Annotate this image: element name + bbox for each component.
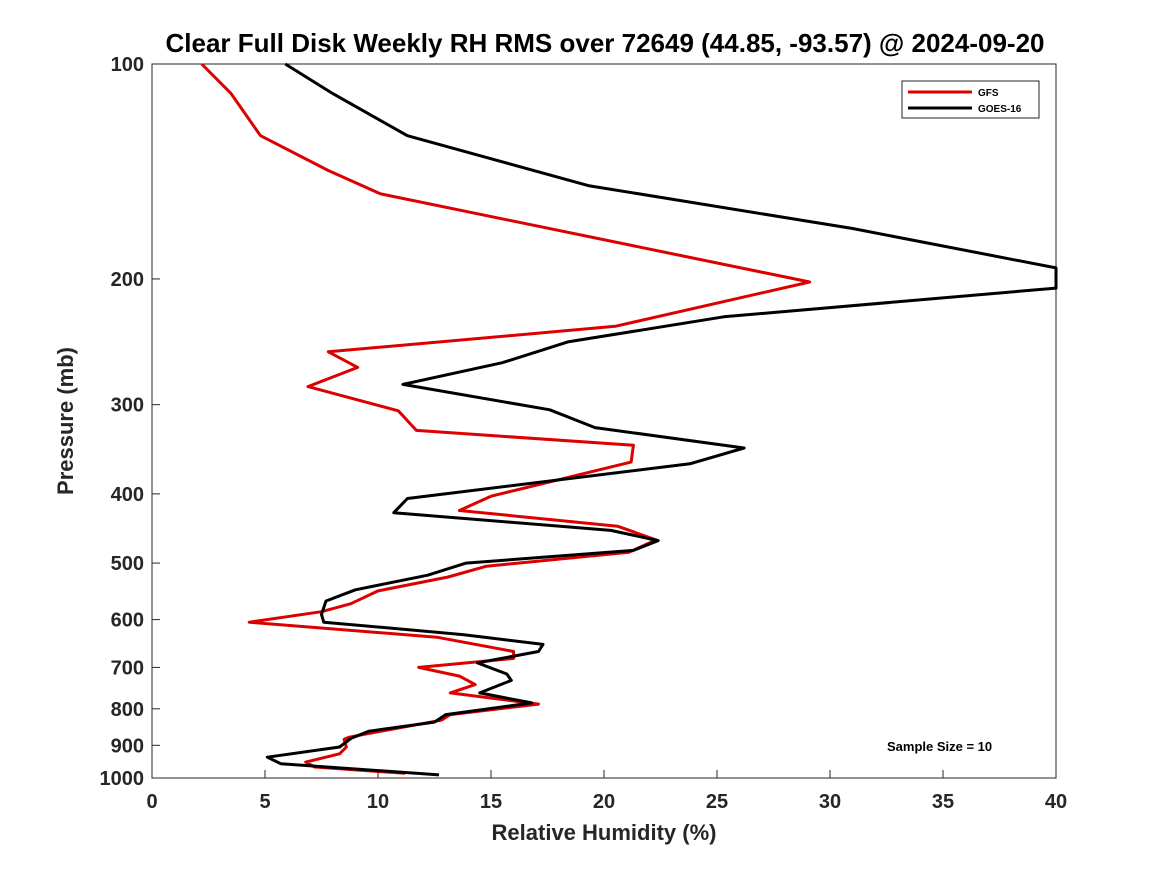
y-tick-label: 600 bbox=[111, 610, 144, 632]
y-tick-label: 500 bbox=[111, 553, 144, 575]
x-tick-label: 5 bbox=[259, 791, 270, 813]
series-line-goes16 bbox=[265, 62, 1058, 777]
chart-title: Clear Full Disk Weekly RH RMS over 72649… bbox=[166, 28, 1045, 58]
x-tick-label: 25 bbox=[706, 791, 728, 813]
y-axis-label: Pressure (mb) bbox=[53, 347, 78, 495]
legend: GFS GOES-16 bbox=[901, 80, 1040, 119]
y-tick-label: 400 bbox=[111, 484, 144, 506]
y-axis: 100 200 300 400 500 600 700 800 900 1000 bbox=[100, 54, 160, 790]
x-tick-label: 30 bbox=[819, 791, 841, 813]
y-tick-label: 700 bbox=[111, 657, 144, 679]
y-tick-label: 300 bbox=[111, 395, 144, 417]
x-tick-label: 15 bbox=[480, 791, 502, 813]
y-tick-label: 800 bbox=[111, 699, 144, 721]
legend-label-goes16: GOES-16 bbox=[978, 104, 1022, 115]
x-tick-label: 10 bbox=[367, 791, 389, 813]
x-tick-label: 40 bbox=[1045, 791, 1067, 813]
series-group bbox=[200, 62, 1058, 777]
x-axis-label: Relative Humidity (%) bbox=[492, 820, 717, 845]
y-tick-label: 900 bbox=[111, 735, 144, 757]
y-tick-label: 200 bbox=[111, 269, 144, 291]
plot-area: 100 200 300 400 500 600 700 800 900 1000 0 5 10 15 20… bbox=[100, 54, 1068, 813]
y-tick-label: 1000 bbox=[100, 768, 145, 790]
legend-label-gfs: GFS bbox=[978, 88, 999, 99]
x-tick-label: 0 bbox=[146, 791, 157, 813]
sample-size-annotation: Sample Size = 10 bbox=[887, 739, 992, 754]
y-tick-label: 100 bbox=[111, 54, 144, 76]
legend-box bbox=[901, 80, 1040, 119]
x-axis: 0 5 10 15 20 25 30 35 40 bbox=[146, 770, 1067, 813]
x-tick-label: 35 bbox=[932, 791, 954, 813]
x-tick-label: 20 bbox=[593, 791, 615, 813]
